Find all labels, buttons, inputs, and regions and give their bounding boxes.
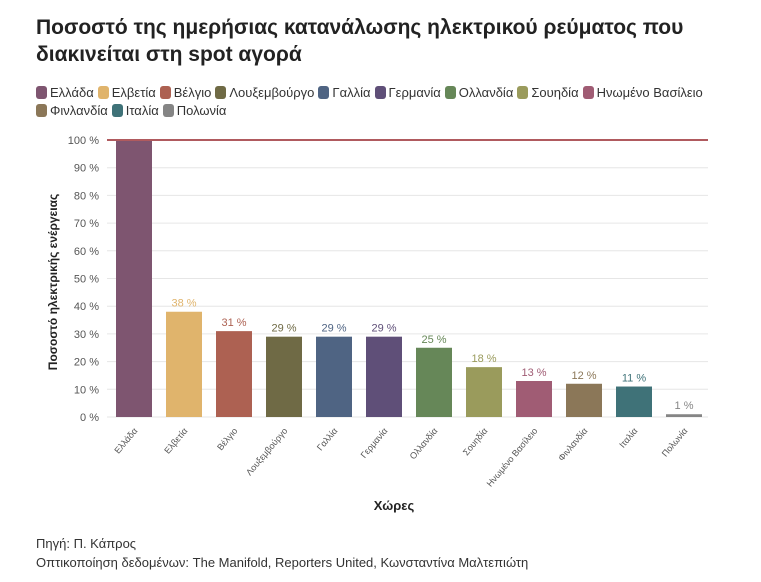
legend-item[interactable]: Βέλγιο: [159, 84, 212, 102]
legend-item[interactable]: Ιταλία: [111, 102, 159, 120]
y-tick-label: 90 %: [74, 163, 99, 175]
bar: [466, 367, 502, 417]
credit-note: Οπτικοποίηση δεδομένων: The Manifold, Re…: [36, 555, 529, 570]
legend-swatch: [374, 86, 386, 99]
legend-item[interactable]: Ελβετία: [97, 84, 156, 102]
legend-item[interactable]: Ηνωμένο Βασίλειο: [582, 84, 703, 102]
x-tick-label: Φινλανδία: [556, 426, 589, 463]
legend-label: Ελλάδα: [50, 85, 94, 100]
legend-label: Λουξεμβούργο: [229, 85, 315, 100]
legend-item[interactable]: Πολωνία: [162, 102, 227, 120]
x-tick-label: Σουηδία: [461, 426, 490, 457]
bar: [566, 383, 602, 417]
legend-swatch: [517, 86, 529, 99]
legend-swatch: [97, 86, 109, 99]
legend: Ελλάδα Ελβετία Βέλγιο Λουξεμβούργο Γαλλία Γερ…: [36, 84, 736, 120]
bar: [116, 140, 152, 417]
data-label: 13 %: [521, 367, 546, 379]
x-tick-label: Ολλανδία: [408, 426, 440, 461]
legend-label: Βέλγιο: [173, 85, 212, 100]
chart-title: Ποσοστό της ημερήσιας κατανάλωσης ηλεκτρ…: [36, 16, 684, 66]
y-tick-label: 0 %: [80, 412, 99, 424]
x-tick-label: Πολωνία: [660, 426, 690, 459]
x-tick-label: Γερμανία: [359, 426, 390, 460]
data-label: 11 %: [622, 373, 646, 385]
data-label: 31 %: [221, 317, 246, 329]
legend-label: Φινλανδία: [50, 103, 108, 118]
data-label: 29 %: [371, 323, 396, 335]
legend-label: Ηνωμένο Βασίλειο: [596, 85, 703, 100]
legend-swatch: [582, 86, 594, 99]
legend-swatch: [162, 104, 174, 117]
legend-swatch: [159, 86, 171, 99]
y-tick-label: 100 %: [68, 135, 99, 147]
bar: [216, 331, 252, 417]
legend-label: Πολωνία: [176, 103, 227, 118]
legend-swatch: [36, 86, 47, 99]
legend-label: Γαλλία: [332, 85, 371, 100]
y-tick-label: 50 %: [74, 274, 99, 286]
legend-item[interactable]: Ελλάδα: [36, 84, 94, 102]
y-tick-label: 20 %: [74, 357, 99, 369]
bar: [366, 336, 402, 417]
legend-label: Ολλανδία: [458, 85, 514, 100]
bar: [666, 414, 702, 417]
source-note: Πηγή: Π. Κάπρος: [36, 536, 137, 551]
legend-label: Σουηδία: [531, 85, 579, 100]
y-tick-label: 40 %: [74, 301, 99, 313]
bar: [266, 336, 302, 417]
bar: [166, 311, 202, 417]
y-tick-label: 10 %: [74, 384, 99, 396]
y-tick-label: 80 %: [74, 190, 99, 202]
legend-item[interactable]: Γαλλία: [318, 84, 371, 102]
x-tick-label: Ηνωμένο Βασίλειο: [485, 426, 540, 489]
y-axis-title: Ποσοστό ηλεκτρικής ενέργειας: [46, 194, 60, 370]
bar: [316, 336, 352, 417]
legend-label: Ιταλία: [125, 103, 159, 118]
x-axis-title: Χώρες: [374, 498, 415, 513]
data-label: 38 %: [171, 298, 196, 310]
y-tick-label: 70 %: [74, 218, 99, 230]
legend-item[interactable]: Φινλανδία: [36, 102, 108, 120]
bar: [616, 386, 652, 417]
x-tick-label: Ιταλία: [617, 426, 639, 450]
data-label: 12 %: [571, 370, 596, 382]
legend-swatch: [111, 104, 123, 117]
bar: [516, 380, 552, 417]
bar: [416, 347, 452, 417]
x-tick-label: Γαλλία: [315, 426, 340, 453]
legend-label: Γερμανία: [388, 85, 441, 100]
legend-item[interactable]: Σουηδία: [517, 84, 579, 102]
legend-item[interactable]: Λουξεμβούργο: [215, 84, 314, 102]
legend-label: Ελβετία: [111, 85, 156, 100]
data-label: 25 %: [421, 334, 446, 346]
data-label: 29 %: [321, 323, 346, 335]
data-label: 18 %: [471, 353, 496, 365]
y-tick-label: 30 %: [74, 329, 99, 341]
x-tick-label: Ελλάδα: [112, 426, 139, 456]
data-label: 29 %: [271, 323, 296, 335]
x-tick-label: Λουξεμβούργο: [244, 426, 290, 478]
legend-item[interactable]: Ολλανδία: [444, 84, 514, 102]
x-tick-label: Ελβετία: [162, 426, 189, 456]
legend-item[interactable]: Γερμανία: [374, 84, 441, 102]
legend-swatch: [36, 104, 47, 117]
legend-swatch: [318, 86, 330, 99]
x-tick-label: Βέλγιο: [215, 426, 239, 452]
data-label: 1 %: [675, 400, 694, 412]
legend-swatch: [215, 86, 227, 99]
legend-swatch: [444, 86, 456, 99]
y-tick-label: 60 %: [74, 246, 99, 258]
